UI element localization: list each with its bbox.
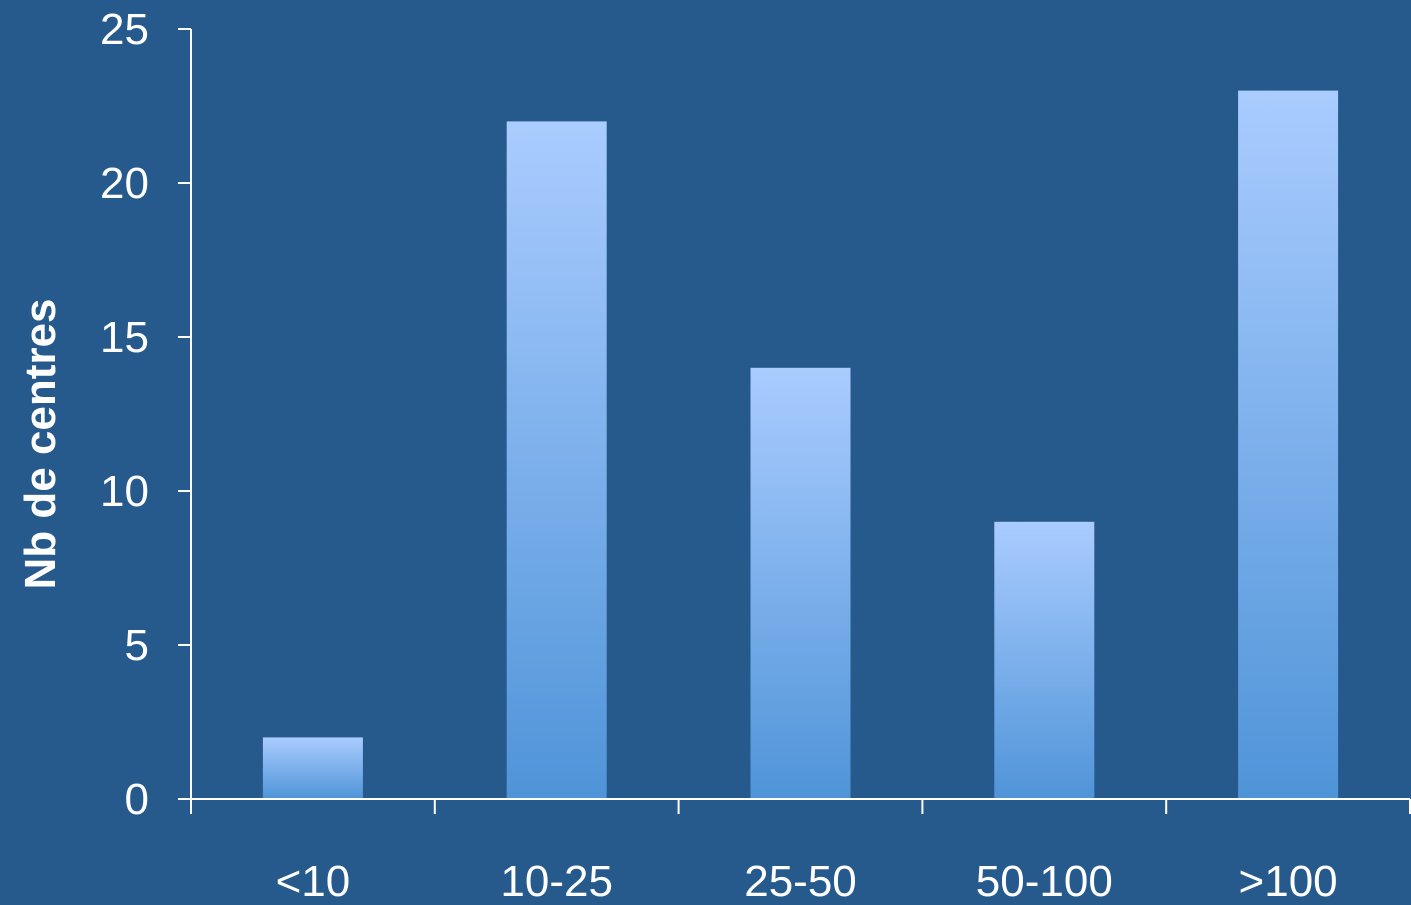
bar	[506, 121, 607, 799]
bar	[750, 367, 851, 799]
y-axis-title: Nb de centres	[16, 299, 65, 590]
bar	[262, 737, 363, 799]
bar	[994, 521, 1095, 799]
x-ticks: <10 10-25 25-50 50-100 >100	[190, 799, 1411, 905]
bar	[1238, 90, 1339, 800]
y-tick-label: 0	[125, 775, 149, 824]
y-tick-label: 5	[125, 621, 149, 670]
bars-layer	[262, 90, 1339, 800]
y-tick-label: 15	[100, 313, 149, 362]
y-tick-label: 20	[100, 159, 149, 208]
x-category-label: 50-100	[976, 857, 1113, 905]
x-category-label: <10	[276, 857, 351, 905]
y-tick-label: 25	[100, 5, 149, 54]
y-ticks: 0 5 10 15 20 25	[100, 5, 191, 824]
x-category-label: 25-50	[744, 857, 857, 905]
axes-layer	[190, 29, 1410, 800]
y-tick-label: 10	[100, 467, 149, 516]
x-category-label: 10-25	[500, 857, 613, 905]
x-category-label: >100	[1239, 857, 1338, 905]
